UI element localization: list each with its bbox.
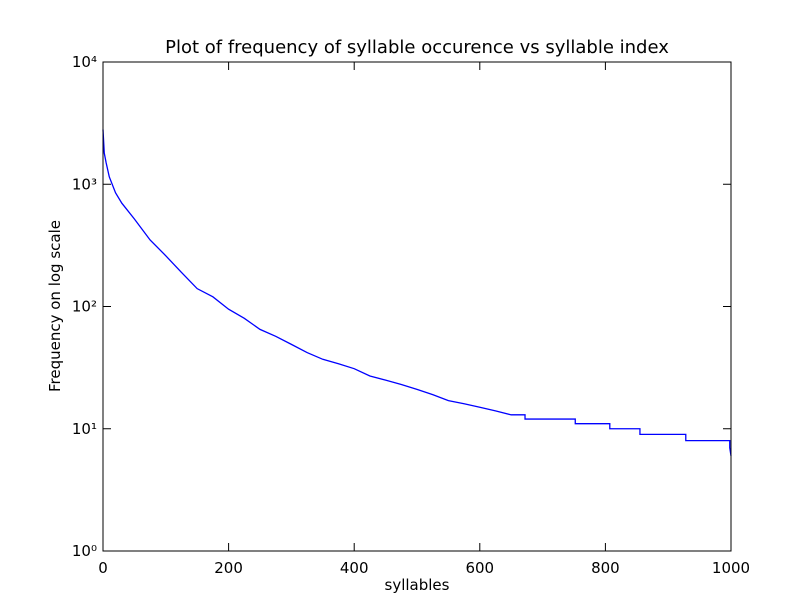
- y-tick-label: 10²: [72, 298, 97, 316]
- y-axis-label: Frequency on log scale: [46, 220, 64, 392]
- chart-title: Plot of frequency of syllable occurence …: [165, 37, 669, 58]
- x-tick-label: 600: [465, 559, 494, 577]
- y-tick-label: 10¹: [72, 420, 97, 438]
- y-tick-label: 10⁴: [72, 53, 97, 71]
- data-line: [102, 129, 732, 456]
- x-tick-label: 1000: [712, 559, 750, 577]
- y-tick-label: 10³: [72, 175, 97, 193]
- x-axis-label: syllables: [385, 576, 450, 594]
- x-tick-label: 400: [340, 559, 369, 577]
- plot-frame: [102, 61, 732, 552]
- x-tick-label: 800: [591, 559, 620, 577]
- x-tick-label: 0: [98, 559, 108, 577]
- x-tick-label: 200: [214, 559, 243, 577]
- y-tick-label: 10⁰: [72, 542, 97, 560]
